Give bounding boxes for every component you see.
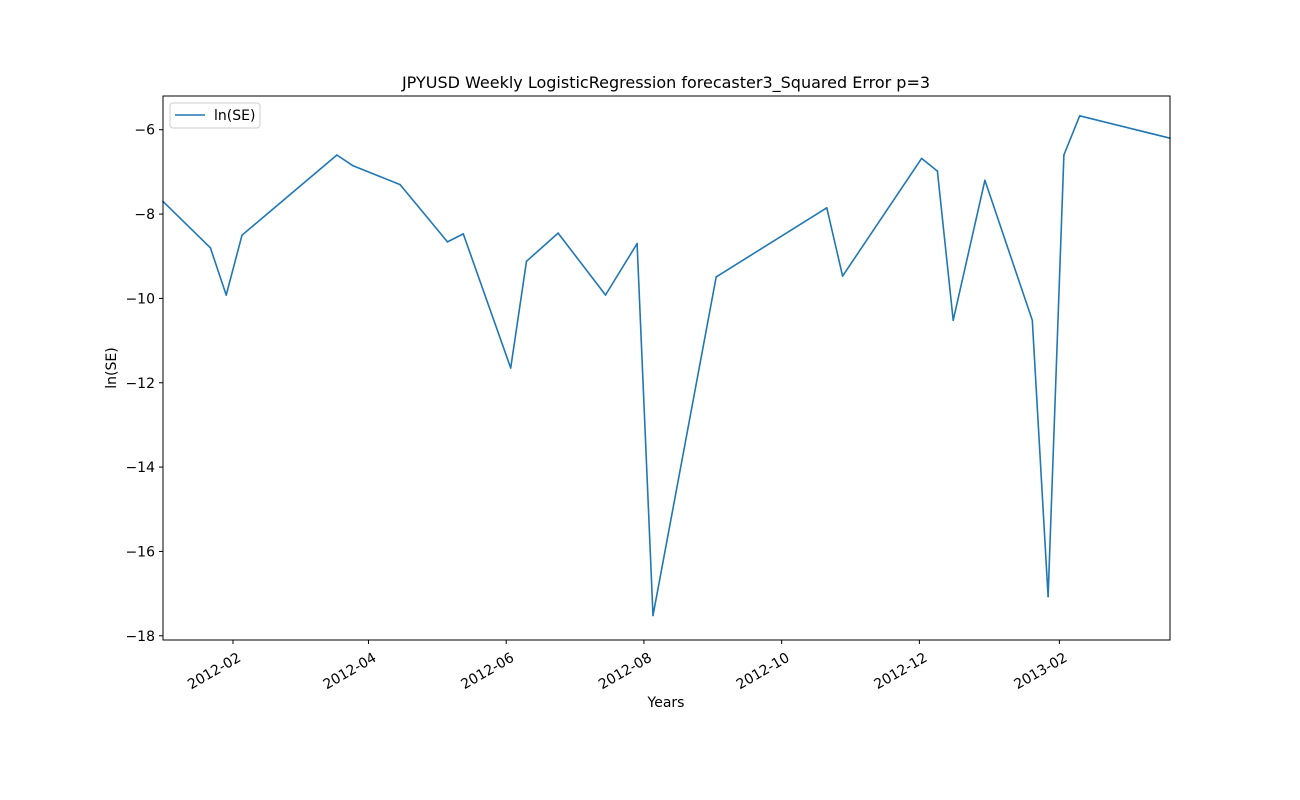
- data-point: [636, 242, 638, 245]
- data-point: [826, 206, 828, 209]
- data-point: [336, 154, 338, 156]
- data-point: [952, 319, 955, 322]
- data-point: [525, 260, 528, 263]
- data-point: [462, 233, 465, 235]
- y-axis: −18 −16 −14 −12 −10 −8 −6: [125, 123, 163, 645]
- data-point: [399, 183, 401, 186]
- data-point: [1078, 115, 1081, 117]
- legend-box: [169, 102, 261, 129]
- data-point: [936, 170, 939, 172]
- data-point: [920, 157, 923, 160]
- y-tick-label: −18: [125, 629, 155, 645]
- data-point: [557, 232, 559, 234]
- data-point: [1063, 154, 1065, 156]
- y-axis-label: ln(SE): [104, 347, 120, 388]
- chart-title: JPYUSD Weekly LogisticRegression forecas…: [401, 73, 930, 93]
- x-axis-label: Years: [647, 695, 685, 711]
- data-point: [509, 367, 512, 369]
- data-point: [604, 294, 607, 296]
- data-point: [1047, 595, 1049, 598]
- legend: ln(SE): [169, 102, 261, 129]
- y-tick-label: −10: [125, 291, 155, 307]
- data-point: [351, 164, 354, 167]
- data-point: [715, 276, 717, 278]
- data-point: [1031, 319, 1034, 322]
- data-point: [841, 275, 844, 277]
- y-tick-label: −6: [134, 123, 155, 139]
- data-point: [652, 614, 654, 617]
- y-tick-label: −8: [134, 207, 155, 223]
- plot-frame: [162, 95, 1171, 641]
- data-point: [446, 241, 449, 243]
- data-point: [984, 179, 986, 182]
- data-point: [225, 294, 228, 296]
- data-point: [241, 234, 243, 236]
- y-tick-label: −12: [125, 376, 155, 392]
- data-point: [209, 247, 212, 249]
- legend-label: ln(SE): [214, 108, 255, 124]
- y-tick-label: −16: [125, 544, 155, 560]
- y-tick-label: −14: [125, 460, 155, 476]
